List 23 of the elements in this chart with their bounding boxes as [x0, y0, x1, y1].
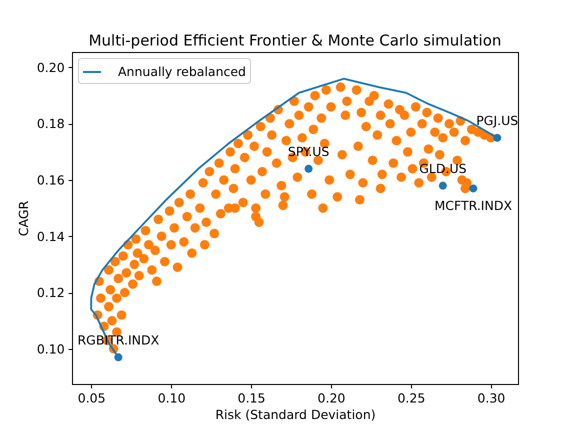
y-tick-label: 0.14: [36, 228, 65, 244]
x-tick-label: 0.30: [477, 390, 506, 406]
x-tick-label: 0.20: [318, 390, 346, 406]
x-tick-label: 0.05: [78, 390, 106, 406]
y-tick-label: 0.12: [36, 285, 65, 300]
x-tick-label: 0.25: [397, 390, 426, 406]
x-tick-label: 0.15: [238, 390, 266, 406]
y-axis-title: CAGR: [16, 200, 31, 236]
point: [114, 353, 122, 362]
point: [469, 184, 478, 192]
y-tick-label: 0.10: [36, 341, 65, 356]
x-tick-label: 0.10: [158, 390, 186, 406]
annotation: PGJ.US: [476, 113, 518, 128]
annotation: MCFTR.INDX: [434, 198, 512, 213]
y-tick-label: 0.16: [36, 172, 65, 188]
legend-label: Annually rebalanced: [118, 64, 246, 79]
point: [304, 164, 313, 173]
point: [438, 182, 447, 190]
chart-title: Multi-period Efficient Frontier & Monte Carlo simulation: [88, 32, 502, 50]
x-axis-title: Risk (Standard Deviation): [215, 406, 376, 422]
y-tick-label: 0.18: [36, 116, 65, 132]
y-tick-label: 0.20: [36, 60, 65, 75]
point: [493, 134, 502, 142]
